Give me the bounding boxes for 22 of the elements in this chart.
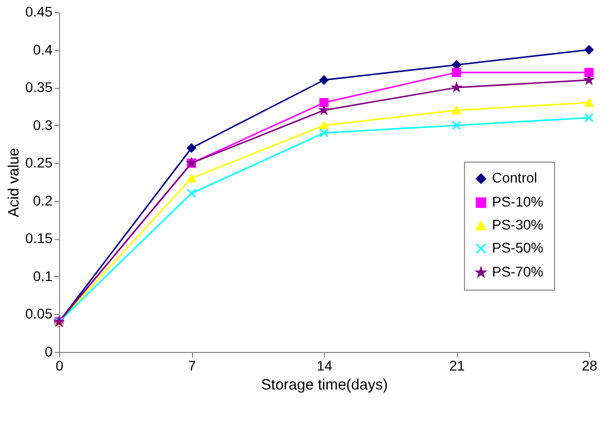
y-tick-label: 0.35: [25, 79, 53, 96]
x-tick-label: 14: [316, 358, 332, 374]
x-tick-label: 28: [582, 358, 598, 374]
legend-label: PS-30%: [492, 216, 544, 233]
y-tick-label: 0.45: [25, 4, 53, 20]
x-tick-label: 0: [56, 358, 64, 374]
legend-label: PS-70%: [492, 264, 544, 280]
y-tick-label: 0.05: [25, 306, 53, 322]
x-tick-label: 7: [188, 358, 196, 374]
legend-label: PS-50%: [492, 240, 544, 256]
y-tick-label: 0.1: [33, 268, 53, 284]
y-tick-label: 0.15: [25, 230, 53, 246]
y-tick-label: 0.4: [33, 41, 53, 58]
y-axis-title: Acid value: [5, 148, 22, 218]
y-tick-label: 0: [44, 344, 53, 360]
y-tick-label: 0.25: [25, 154, 53, 171]
legend-label: PS-10%: [492, 194, 544, 210]
x-axis-title: Storage time(days): [261, 376, 388, 394]
y-tick-label: 0.3: [33, 116, 53, 133]
x-tick-label: 21: [449, 358, 465, 374]
legend-label: Control: [492, 170, 538, 186]
y-tick-label: 0.2: [33, 192, 53, 208]
